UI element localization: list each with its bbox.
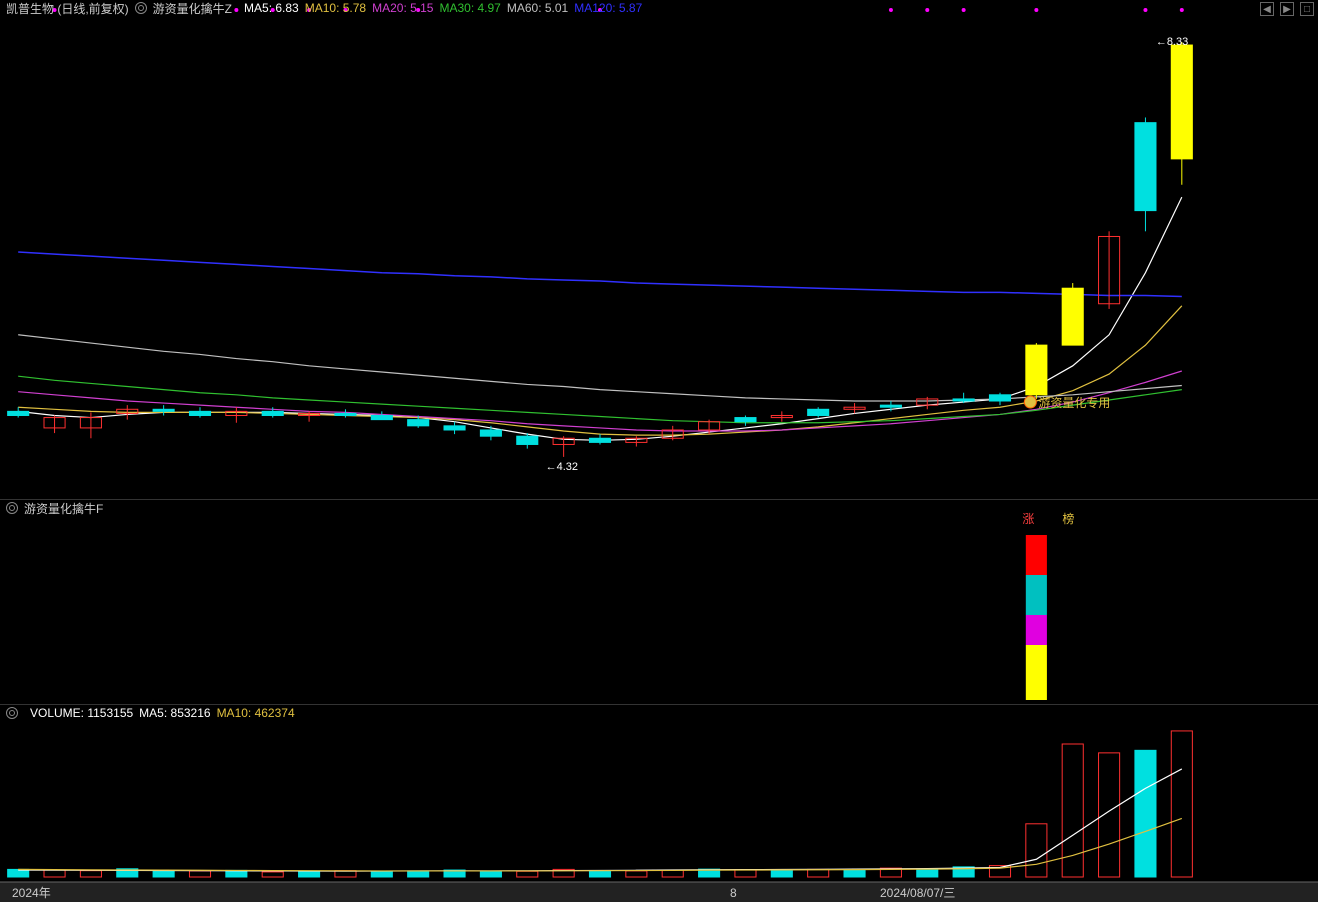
main-chart-svg[interactable] [0, 0, 1318, 500]
low-price-label: ←4.32 [546, 461, 578, 473]
panel-controls: ◀ ▶ □ [1260, 2, 1314, 16]
axis-label-date: 2024/08/07/三 [880, 884, 955, 901]
sub-header: 游资量化擒牛F [0, 500, 109, 516]
gear-icon[interactable] [6, 707, 18, 719]
stock-title: 凯普生物 (日线,前复权) [6, 0, 129, 17]
time-axis[interactable]: 2024年 8 2024/08/07/三 [0, 882, 1318, 902]
sub-indicator-name: 游资量化擒牛F [24, 500, 103, 517]
axis-label-year: 2024年 [12, 884, 51, 901]
high-price-label: ←8.33 [1156, 36, 1188, 48]
sub-chart-svg[interactable] [0, 500, 1318, 705]
ma-labels: MA5: 6.83MA10: 5.78MA20: 5.15MA30: 4.97M… [238, 1, 642, 15]
next-icon[interactable]: ▶ [1280, 2, 1294, 16]
prev-icon[interactable]: ◀ [1260, 2, 1274, 16]
badge-zhang: 涨 [1022, 510, 1034, 527]
main-header: 凯普生物 (日线,前复权) 游资量化擒牛Z MA5: 6.83MA10: 5.7… [0, 0, 648, 16]
badge-bang: 榜 [1062, 510, 1074, 527]
axis-label-month: 8 [730, 886, 737, 900]
sub-indicator-panel[interactable]: 游资量化擒牛F 涨 榜 [0, 500, 1318, 705]
gear-icon[interactable] [135, 2, 147, 14]
volume-labels: VOLUME: 1153155MA5: 853216MA10: 462374 [24, 706, 295, 720]
volume-panel[interactable]: VOLUME: 1153155MA5: 853216MA10: 462374 [0, 705, 1318, 882]
main-kline-panel[interactable]: 凯普生物 (日线,前复权) 游资量化擒牛Z MA5: 6.83MA10: 5.7… [0, 0, 1318, 500]
annotation-label: 游资量化专用 [1038, 394, 1110, 411]
gear-icon[interactable] [6, 502, 18, 514]
vol-header: VOLUME: 1153155MA5: 853216MA10: 462374 [0, 705, 301, 721]
box-icon[interactable]: □ [1300, 2, 1314, 16]
volume-chart-svg[interactable] [0, 705, 1318, 882]
indicator-name: 游资量化擒牛Z [153, 0, 232, 17]
